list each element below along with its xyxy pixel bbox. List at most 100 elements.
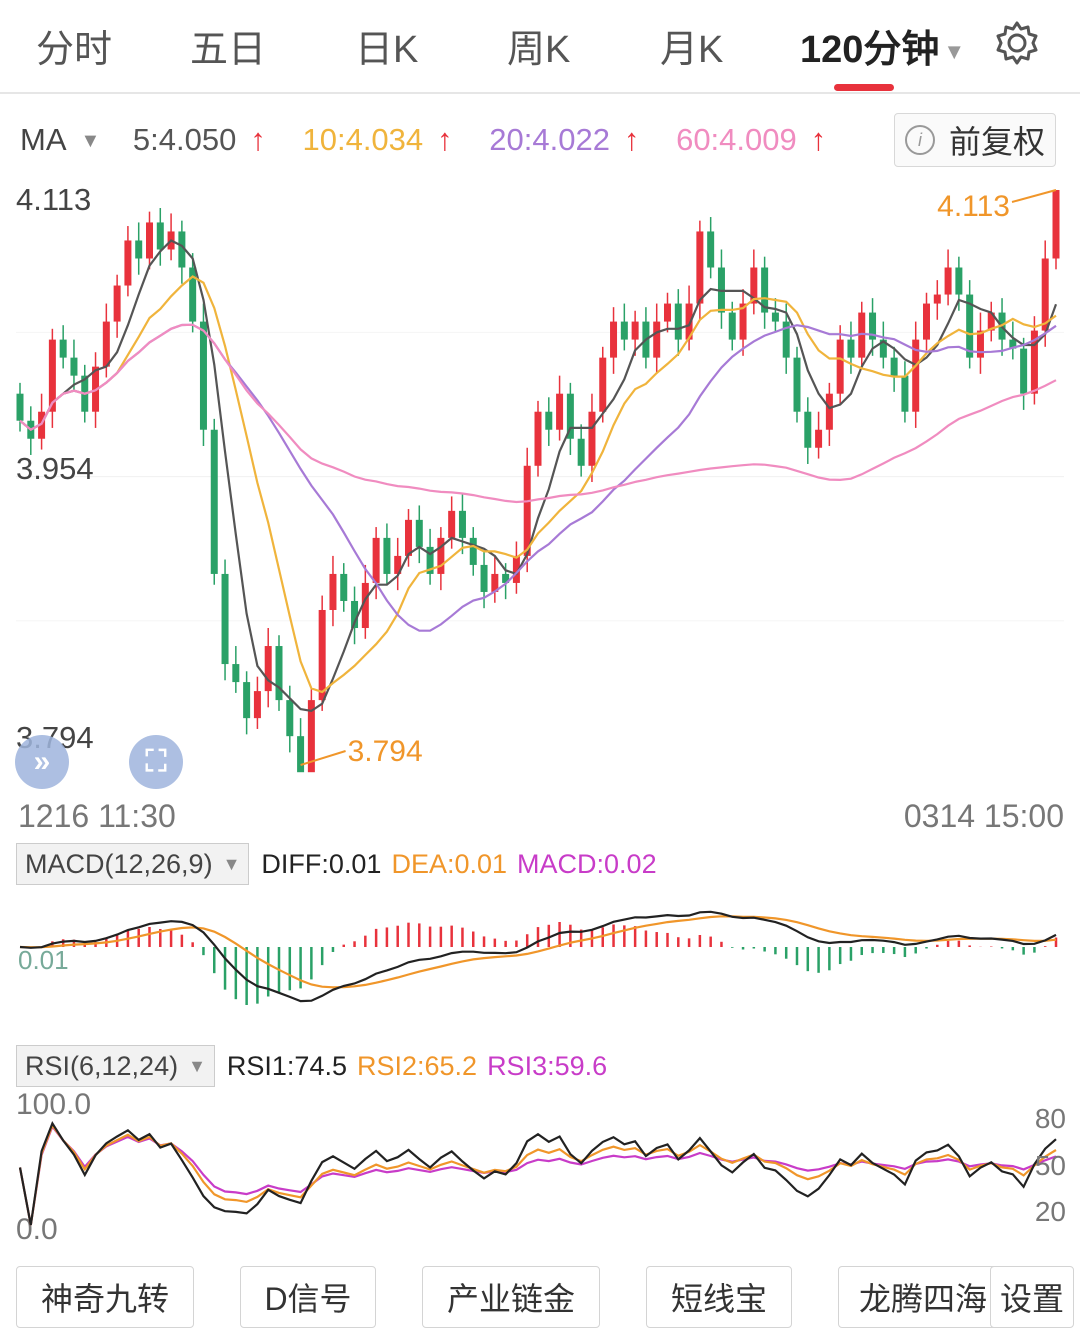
ma-label[interactable]: MA — [20, 122, 67, 157]
ma20-text: 20:4.022 — [489, 122, 610, 157]
candle-body — [901, 375, 909, 412]
low-marker-line — [300, 750, 346, 766]
candle-body — [405, 519, 412, 556]
magic-nine-button[interactable]: 神奇九转 — [16, 1266, 194, 1328]
ma60-value: 60:4.009 ↑ — [676, 122, 840, 157]
up-arrow-icon: ↑ — [437, 122, 453, 157]
ma60-text: 60:4.009 — [676, 122, 797, 157]
ma20-value: 20:4.022 ↑ — [489, 122, 653, 157]
candlestick-chart[interactable]: 4.113 3.794 — [0, 170, 1080, 790]
d-signal-button[interactable]: D信号 — [240, 1266, 376, 1328]
chevron-down-icon: ▼ — [222, 853, 241, 874]
candle-body — [59, 339, 67, 358]
candle-body — [739, 303, 747, 340]
candle-body — [912, 339, 920, 412]
candle-body — [869, 312, 877, 340]
candle-body — [199, 321, 207, 430]
chevron-down-icon[interactable]: ▼ — [80, 130, 101, 153]
candle-body — [394, 555, 402, 574]
macd-value: MACD:0.02 — [517, 848, 657, 879]
candle-body — [610, 321, 618, 358]
candle-body — [1009, 339, 1017, 349]
candle-body — [523, 465, 531, 556]
candle-body — [469, 537, 477, 565]
price-adjust-label: 前复权 — [948, 124, 1045, 160]
macd-selector[interactable]: MACD(12,26,9) ▼ — [16, 843, 250, 885]
candle-body — [577, 438, 585, 466]
rsi-label: RSI(6,12,24) — [25, 1050, 179, 1081]
rsi-axis-top: 100.0 — [16, 1088, 92, 1121]
tab-monthly-k[interactable]: 月K — [660, 29, 724, 71]
candle-body — [836, 339, 844, 394]
candle-body — [340, 573, 348, 601]
candle-body — [890, 357, 898, 376]
ma20-line — [19, 323, 1057, 632]
diff-line — [19, 910, 1057, 1003]
candle-body — [480, 564, 488, 592]
candle-body — [750, 267, 758, 304]
candle-body — [707, 231, 715, 268]
candle-body — [253, 691, 261, 719]
rsi-legend: RSI(6,12,24) ▼ RSI1:74.5 RSI2:65.2 RSI3:5… — [16, 1045, 617, 1087]
tab-weekly-k[interactable]: 周K — [507, 29, 571, 71]
candle-body — [858, 312, 866, 358]
candle-body — [372, 537, 380, 583]
candle-body — [793, 357, 801, 412]
candle-body — [232, 664, 240, 683]
candle-body — [987, 312, 995, 331]
high-marker-label: 4.113 — [937, 190, 1010, 223]
candle-body — [426, 546, 434, 574]
ma60-line — [19, 323, 1057, 504]
ma5-text: 5:4.050 — [132, 122, 237, 157]
short-term-button[interactable]: 短线宝 — [646, 1266, 792, 1328]
industry-chain-button[interactable]: 产业链金 — [422, 1266, 600, 1328]
candle-body — [955, 267, 963, 295]
tab-five-day[interactable]: 五日 — [190, 29, 267, 71]
candle-body — [210, 429, 218, 574]
candle-body — [545, 411, 553, 430]
candle-body — [879, 339, 887, 358]
candle-body — [361, 582, 369, 629]
candle-body — [1020, 348, 1028, 394]
tab-120-minute[interactable]: 120分钟 ▼ — [800, 18, 965, 73]
ma5-value: 5:4.050 ↑ — [133, 122, 280, 157]
rsi-chart — [18, 1120, 1057, 1226]
candle-body — [156, 222, 164, 250]
rsi-tick-20: 20 — [1034, 1196, 1066, 1227]
candle-body — [1041, 258, 1049, 331]
chevron-down-icon: ▼ — [943, 38, 966, 64]
tab-intraday[interactable]: 分时 — [36, 29, 113, 71]
rsi2-value: RSI2:65.2 — [356, 1050, 478, 1081]
candle-body — [275, 646, 283, 701]
rsi-axis-bottom: 0.0 — [16, 1213, 58, 1246]
fullscreen-icon[interactable]: ⛶ — [129, 735, 183, 789]
candle-body — [771, 312, 779, 322]
expand-left-icon[interactable]: » — [15, 735, 69, 789]
rsi-selector[interactable]: RSI(6,12,24) ▼ — [16, 1045, 215, 1087]
candle-body — [458, 510, 466, 538]
dragon-button[interactable]: 龙腾四海 — [838, 1266, 1000, 1328]
candle-body — [297, 736, 305, 773]
tab-120-minute-label: 120分钟 — [800, 29, 940, 71]
ma5-line — [19, 239, 1058, 713]
candle-body — [599, 357, 607, 412]
gear-icon[interactable] — [994, 20, 1040, 66]
tab-daily-k[interactable]: 日K — [355, 29, 419, 71]
period-tabs: 分时 五日 日K 周K 月K 120分钟 ▼ — [0, 0, 1080, 94]
ma10-value: 10:4.034 ↑ — [302, 122, 466, 157]
active-tab-indicator — [834, 84, 894, 91]
macd-zero-label: 0.01 — [18, 945, 69, 975]
candle-body — [318, 609, 326, 701]
candle-body — [976, 330, 984, 358]
price-adjust-button[interactable]: i 前复权 — [894, 113, 1056, 167]
up-arrow-icon: ↑ — [250, 122, 266, 157]
candle-body — [383, 537, 391, 574]
candle-body — [847, 339, 855, 358]
candle-body — [966, 294, 974, 358]
rsi-tick-80: 80 — [1034, 1103, 1066, 1134]
macd-chart — [19, 910, 1058, 1005]
candle-body — [329, 573, 337, 610]
candle-body — [307, 700, 315, 773]
settings-button[interactable]: 设置 — [990, 1266, 1074, 1328]
candle-body — [70, 357, 78, 376]
